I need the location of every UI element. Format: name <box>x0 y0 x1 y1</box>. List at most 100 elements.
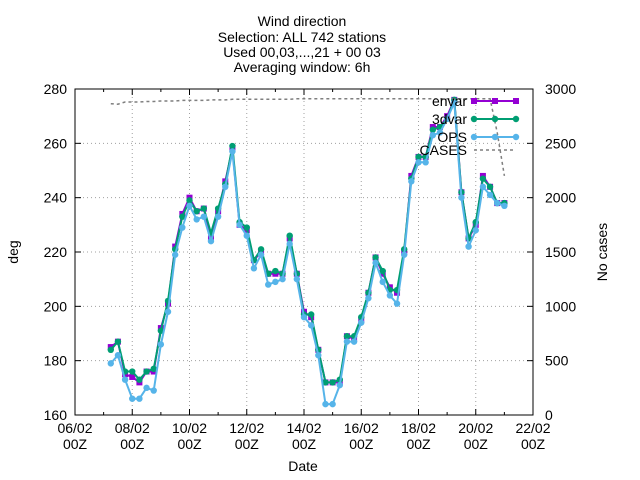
data-point-3dvar <box>479 175 487 182</box>
data-point-ops <box>479 183 487 190</box>
data-point-ops <box>315 352 322 359</box>
data-point-3dvar <box>272 267 279 275</box>
data-point-3dvar <box>136 376 143 383</box>
data-point-ops <box>422 159 429 166</box>
legend-marker-ops <box>491 133 499 141</box>
data-point-3dvar <box>486 183 494 190</box>
data-point-ops <box>286 240 293 248</box>
y-tick-label: 260 <box>44 135 68 151</box>
data-point-ops <box>186 202 193 210</box>
data-point-ops <box>307 322 315 329</box>
legend-label-cases: CASES <box>420 142 467 158</box>
data-point-ops <box>501 202 508 210</box>
data-point-ops <box>265 281 272 288</box>
data-point-ops <box>279 275 286 283</box>
data-point-ops <box>322 400 329 408</box>
legend-label-3dvar: 3dvar <box>432 111 467 127</box>
legend-marker-ops <box>470 133 478 141</box>
x-tick-label-date: 10/02 <box>172 420 207 436</box>
data-point-ops <box>243 232 250 239</box>
series-lines <box>107 96 508 408</box>
data-point-3dvar <box>143 368 150 375</box>
legend-marker-envar <box>492 98 498 104</box>
y-tick-label: 220 <box>44 244 68 260</box>
data-point-ops <box>486 191 494 199</box>
x-tick-label-hour: 00Z <box>292 436 317 452</box>
data-point-envar <box>129 373 136 380</box>
data-point-3dvar <box>415 153 422 161</box>
data-point-ops <box>329 400 336 408</box>
axes: 06/0200Z08/0200Z10/0200Z12/0200Z14/0200Z… <box>44 81 577 452</box>
data-point-3dvar <box>429 126 437 133</box>
data-point-3dvar <box>243 224 250 231</box>
y2-tick-label: 2500 <box>545 135 576 151</box>
x-tick-label-hour: 00Z <box>464 436 489 452</box>
legend-label-ops: OPS <box>437 129 467 145</box>
x-axis-label: Date <box>288 458 318 474</box>
x-tick-label-hour: 00Z <box>349 436 374 452</box>
data-point-ops <box>400 251 408 258</box>
data-point-ops <box>300 314 308 321</box>
data-point-ops <box>272 278 279 286</box>
x-tick-label-hour: 00Z <box>120 436 145 452</box>
y2-tick-label: 500 <box>545 353 569 369</box>
legend-label-envar: envar <box>432 93 467 109</box>
data-point-ops <box>236 221 243 229</box>
title-line-3: Used 00,03,...,21 + 00 03 <box>223 44 381 60</box>
x-tick-label-date: 08/02 <box>115 420 150 436</box>
data-point-ops <box>207 237 215 245</box>
data-point-ops <box>150 387 157 394</box>
data-point-ops <box>293 275 301 283</box>
data-point-ops <box>179 224 186 231</box>
data-point-3dvar <box>343 333 351 340</box>
data-point-3dvar <box>200 205 208 212</box>
y-tick-label: 180 <box>44 353 68 369</box>
x-tick-label-hour: 00Z <box>406 436 431 452</box>
data-point-ops <box>136 395 143 402</box>
data-point-ops <box>193 216 200 223</box>
y-tick-label: 200 <box>44 298 68 314</box>
data-point-ops <box>121 376 129 383</box>
data-point-3dvar <box>372 254 379 261</box>
y2-tick-label: 1500 <box>545 244 576 260</box>
data-point-ops <box>372 259 379 267</box>
data-point-ops <box>171 251 179 258</box>
y2-tick-label: 1000 <box>545 298 576 314</box>
y-tick-label: 160 <box>44 407 68 423</box>
data-point-ops <box>114 352 122 359</box>
x-tick-label-date: 18/02 <box>401 420 436 436</box>
data-point-ops <box>164 308 172 315</box>
x-tick-label-hour: 00Z <box>177 436 202 452</box>
data-point-ops <box>343 338 351 345</box>
x-tick-label-hour: 00Z <box>235 436 260 452</box>
y2-tick-label: 2000 <box>545 190 576 206</box>
legend-marker-envar <box>513 98 519 104</box>
data-point-ops <box>143 384 150 392</box>
data-point-ops <box>336 381 343 389</box>
y2-tick-label: 0 <box>545 407 553 423</box>
legend-marker-3dvar <box>512 115 520 123</box>
x-tick-label-date: 16/02 <box>344 420 379 436</box>
data-point-ops <box>222 183 229 190</box>
y-tick-label: 240 <box>44 190 68 206</box>
x-tick-label-date: 22/02 <box>515 420 550 436</box>
data-point-3dvar <box>107 346 114 353</box>
data-point-3dvar <box>322 379 329 386</box>
chart-title: Wind direction Selection: ALL 742 statio… <box>218 13 386 75</box>
data-point-3dvar <box>307 311 315 318</box>
data-point-ops <box>214 213 222 220</box>
data-point-ops <box>250 265 258 272</box>
data-point-3dvar <box>257 246 265 253</box>
data-point-3dvar <box>379 267 386 275</box>
title-line-4: Averaging window: 6h <box>234 59 371 75</box>
data-point-ops <box>393 300 401 307</box>
data-point-ops <box>358 319 365 326</box>
data-point-ops <box>429 131 437 139</box>
data-point-ops <box>458 194 465 201</box>
data-point-ops <box>350 338 358 345</box>
data-point-ops <box>200 213 208 220</box>
data-point-3dvar <box>286 232 293 239</box>
y2-tick-label: 3000 <box>545 81 576 97</box>
data-point-3dvar <box>186 197 193 204</box>
